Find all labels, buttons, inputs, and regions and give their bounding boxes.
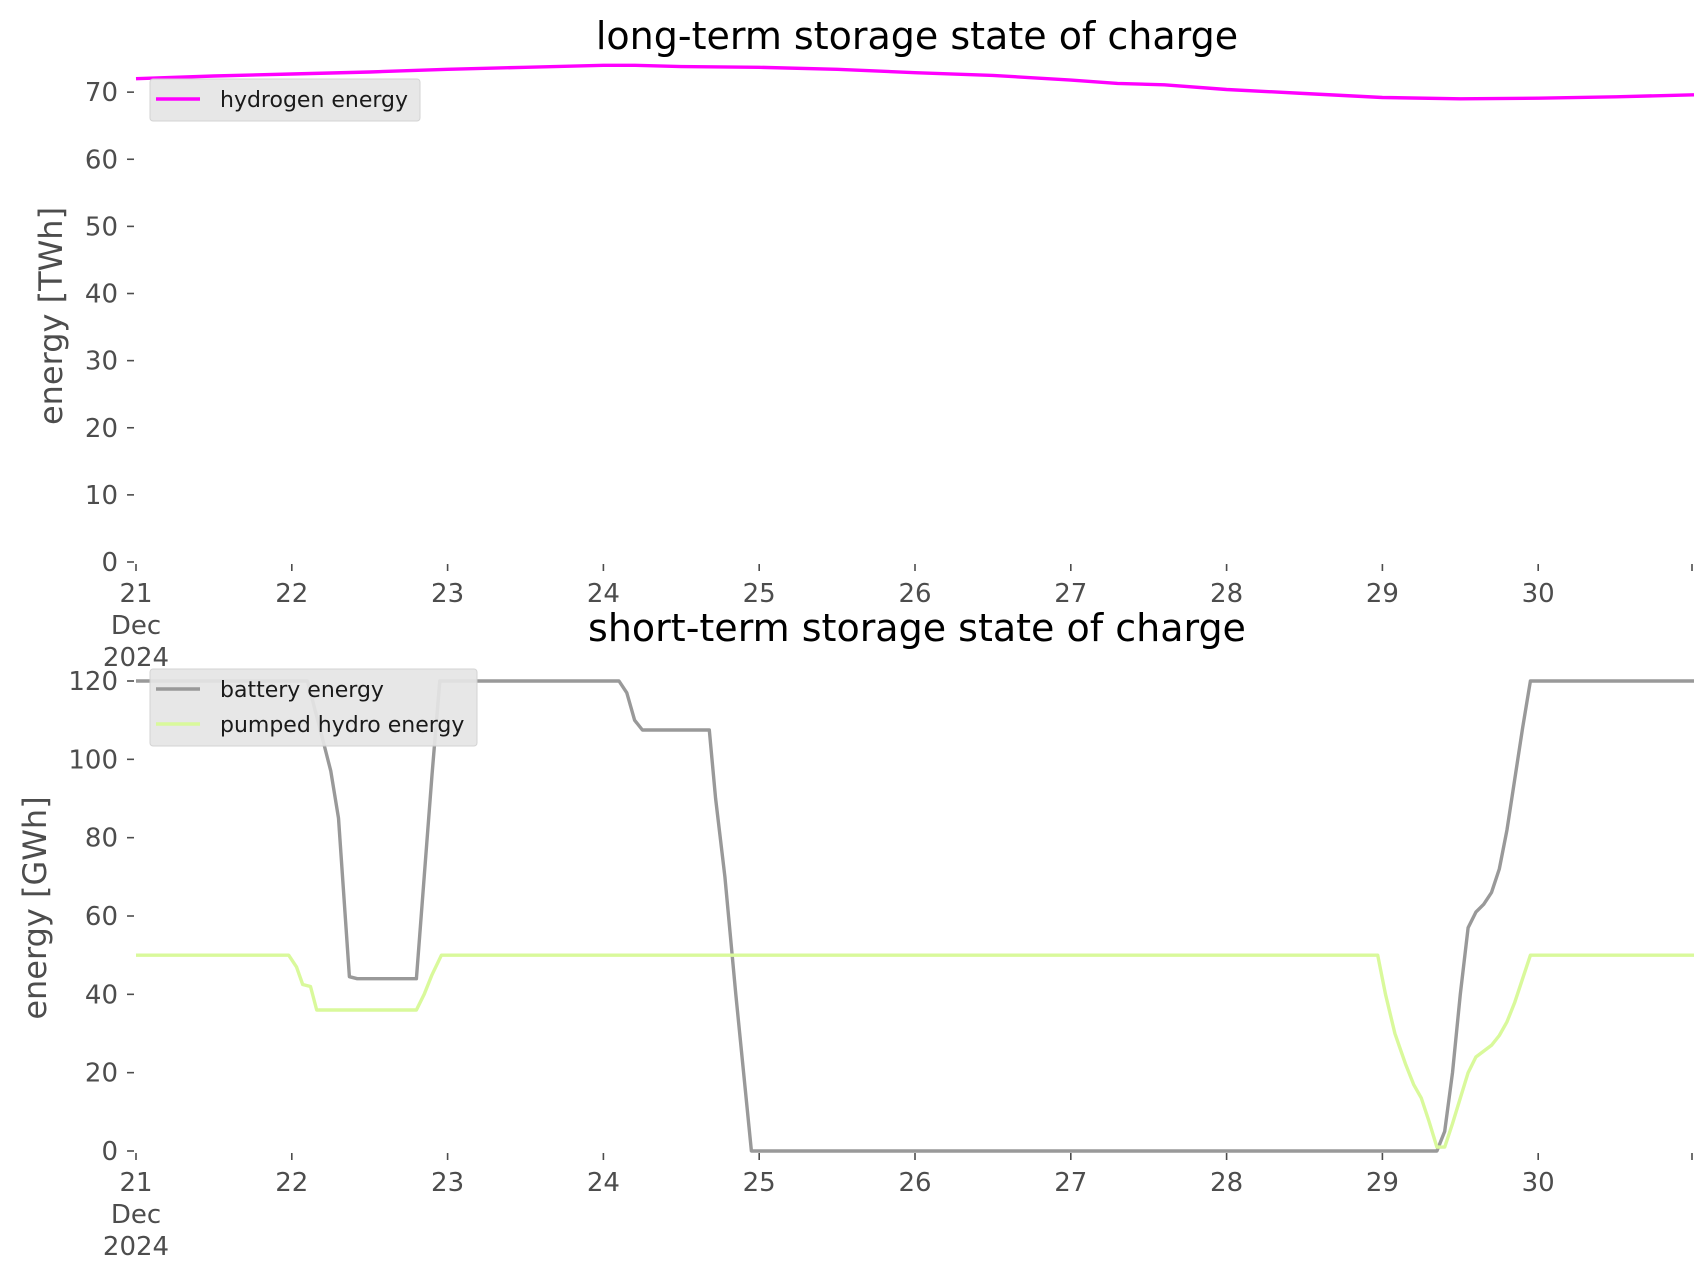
legend-box [149, 78, 421, 122]
x-tick-label: 27 [1054, 579, 1087, 609]
x-tick-label: 24 [587, 1168, 620, 1198]
y-ticks-short-term: 0 20 40 60 80 100 120 [68, 667, 134, 1167]
y-tick-label: 70 [85, 78, 118, 108]
y-tick-label: 50 [85, 212, 118, 242]
x-tick-label: Dec [111, 611, 161, 641]
y-tick-label: 40 [85, 280, 118, 310]
x-tick-label: 28 [1210, 579, 1243, 609]
y-tick-label: 100 [68, 745, 118, 775]
x-tick-label: 2024 [103, 1232, 169, 1262]
x-tick-label: 22 [275, 579, 308, 609]
x-tick-label: 23 [431, 1168, 464, 1198]
legend-label: hydrogen energy [220, 88, 408, 113]
series-line-battery-energy [136, 679, 1694, 1153]
x-tick-label: 27 [1054, 1168, 1087, 1198]
y-tick-label: 0 [101, 548, 118, 578]
y-tick-label: 120 [68, 667, 118, 697]
x-tick-label: 29 [1366, 1168, 1399, 1198]
plot-area-short-term [136, 679, 1694, 1153]
x-tick-label: 30 [1522, 1168, 1555, 1198]
legend-short-term: battery energy pumped hydro energy [149, 668, 478, 747]
x-tick-label: 30 [1522, 579, 1555, 609]
y-tick-label: 20 [85, 414, 118, 444]
x-tick-label: 23 [431, 579, 464, 609]
y-tick-label: 0 [101, 1137, 118, 1167]
chart-short-term: short-term storage state of charge energ… [16, 606, 1694, 1262]
x-tick-label: Dec [111, 1200, 161, 1230]
chart-title-short-term: short-term storage state of charge [588, 606, 1246, 650]
y-tick-label: 10 [85, 481, 118, 511]
y-tick-label: 30 [85, 347, 118, 377]
chart-long-term: long-term storage state of charge energy… [32, 14, 1695, 673]
y-axis-label-short-term: energy [GWh] [16, 796, 54, 1019]
y-tick-label: 40 [85, 980, 118, 1010]
x-tick-label: 29 [1366, 579, 1399, 609]
y-tick-label: 80 [85, 824, 118, 854]
legend-label: battery energy [220, 678, 384, 703]
y-tick-label: 20 [85, 1059, 118, 1089]
y-axis-label-long-term: energy [TWh] [32, 207, 70, 425]
x-tick-label: 21 [119, 579, 152, 609]
x-tick-label: 25 [743, 1168, 776, 1198]
x-tick-label: 24 [587, 579, 620, 609]
x-tick-label: 25 [743, 579, 776, 609]
y-ticks-long-term: 0 10 20 30 40 50 60 70 [85, 78, 134, 578]
x-tick-label: 26 [898, 1168, 931, 1198]
plot-area-long-term [135, 63, 1695, 101]
legend-long-term: hydrogen energy [149, 78, 421, 122]
chart-title-long-term: long-term storage state of charge [596, 14, 1238, 58]
legend-box [149, 668, 478, 747]
x-tick-label: 26 [898, 579, 931, 609]
x-tick-label: 21 [119, 1168, 152, 1198]
x-tick-label: 28 [1210, 1168, 1243, 1198]
x-tick-label: 2024 [103, 643, 169, 673]
series-line-pumped-hydro-energy [136, 953, 1694, 1149]
legend-label: pumped hydro energy [220, 713, 464, 738]
x-tick-label: 22 [275, 1168, 308, 1198]
y-tick-label: 60 [85, 902, 118, 932]
y-tick-label: 60 [85, 145, 118, 175]
series-line-hydrogen-energy [135, 63, 1695, 101]
